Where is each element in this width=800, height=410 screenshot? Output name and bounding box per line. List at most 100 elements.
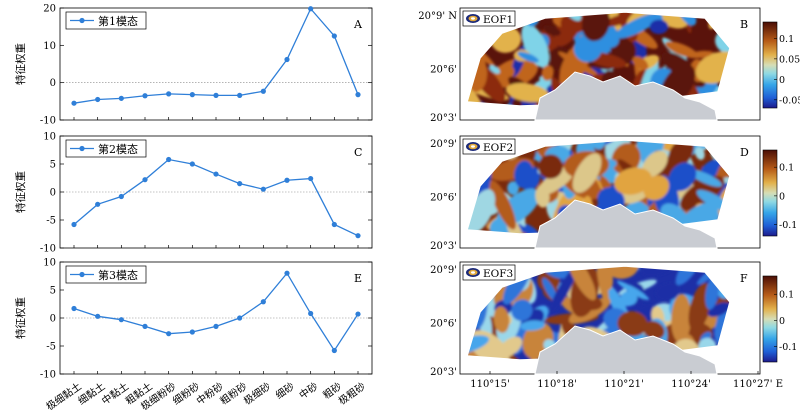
field-blob [467, 335, 490, 355]
series-line [73, 272, 359, 352]
field-blob [501, 65, 515, 79]
panel-letter: D [740, 146, 749, 159]
field-blob [543, 25, 561, 36]
field-blob [562, 54, 573, 73]
y-axis-label: 特征权重 [14, 171, 27, 213]
field-blob [542, 277, 558, 302]
y-tick-label: 20 [43, 4, 56, 15]
colorbar-tick-label: 0 [779, 191, 785, 202]
field-blob [520, 320, 545, 331]
land-mass [534, 71, 718, 121]
y-tick-label: 20°3' [430, 113, 457, 124]
legend-marker [79, 145, 85, 152]
data-point [237, 315, 243, 321]
field-blob [505, 82, 549, 103]
data-point [95, 201, 101, 207]
data-point [142, 93, 148, 99]
x-tick-label: 极细砂 [241, 380, 273, 408]
x-tick-label: 极粗砂 [336, 380, 368, 408]
data-point [355, 311, 361, 317]
field-blob [614, 12, 662, 39]
y-tick-label: -10 [40, 244, 56, 255]
data-point [284, 56, 290, 63]
colorbar-tick-label: 0.1 [779, 163, 794, 174]
legend-box [65, 265, 147, 284]
eof-legend-icon-inner [471, 17, 475, 20]
data-point [166, 91, 172, 97]
field-blob [665, 41, 699, 58]
y-tick-label: 0 [50, 188, 56, 199]
data-point [308, 175, 314, 182]
y-tick-label: -5 [46, 342, 56, 353]
colorbar-tick-label: -0.05 [779, 95, 800, 106]
field-blob [503, 350, 534, 360]
field-blob [604, 266, 639, 279]
x-tick-label: 中砂 [297, 380, 321, 402]
colorbar-tick-label: -0.1 [779, 342, 797, 353]
data-point [189, 329, 195, 335]
map-panel-d: EOF2 D 20°9' 20°6' 20°3' 0.1 0 -0.1 [430, 135, 797, 252]
field-blob [588, 140, 606, 150]
legend-box [65, 139, 147, 158]
field-blob [596, 266, 609, 306]
map-panel-f: EOF3 F 20°9' 20°6' 20°3' 110°15' 110°18' 110°21… [430, 261, 797, 390]
field-blob [572, 153, 602, 193]
field-blob [695, 146, 705, 160]
y-tick-label: 20°6' [430, 319, 457, 330]
y-tick-label: 20°9' [430, 265, 457, 276]
panel-letter: C [354, 146, 362, 159]
legend-marker [79, 17, 85, 24]
colorbar-tick-label: 0.1 [779, 290, 794, 301]
data-point [308, 6, 314, 12]
field-blob [649, 19, 669, 34]
data-point [308, 310, 314, 317]
y-tick-label: 20°9' N [418, 11, 457, 22]
y-tick-label: 20°3' [430, 367, 457, 378]
field-blob [688, 50, 712, 59]
data-point [355, 92, 361, 98]
field-blob [688, 169, 722, 187]
field-blob [521, 23, 550, 68]
x-tick-label: 110°21' [604, 379, 644, 390]
land-mass [534, 325, 718, 375]
field-blob [707, 302, 730, 317]
field-blob [611, 143, 641, 175]
land-mass [534, 199, 718, 249]
eof-legend-label: EOF2 [483, 142, 513, 154]
map-panel-b: EOF1 B 20°9' N 20°6' 20°3' 0.1 0.05 0 -0.05 [418, 7, 800, 124]
field-blob [632, 56, 649, 71]
y-tick-label: 0 [50, 78, 56, 89]
field-blob [549, 267, 577, 315]
field-blob [617, 280, 649, 300]
y-tick-label: 20°6' [430, 65, 457, 76]
data-point [213, 92, 219, 98]
data-point [213, 171, 219, 177]
data-point [260, 88, 266, 94]
field-blob [489, 180, 517, 230]
data-point [260, 299, 266, 305]
colorbar [762, 275, 778, 363]
data-point [331, 347, 337, 354]
y-tick-label: 0 [50, 314, 56, 325]
field-blob [514, 160, 534, 189]
field-blob [573, 34, 603, 63]
y-tick-label: 10 [43, 258, 56, 269]
data-point [331, 221, 337, 228]
field-blob [617, 311, 648, 337]
data-point [189, 161, 195, 167]
legend-label: 第2模态 [98, 142, 138, 156]
y-tick-label: 5 [50, 286, 56, 297]
x-tick-label: 细砂 [273, 380, 297, 402]
data-point [95, 313, 101, 319]
colorbar [762, 149, 778, 237]
field-blob [643, 12, 688, 29]
field-blob [619, 290, 638, 307]
field-blob [642, 320, 665, 340]
field-blob [535, 185, 550, 208]
map-panels: EOF1 B 20°9' N 20°6' 20°3' 0.1 0.05 0 -0.05 EOF2 D… [418, 7, 800, 390]
field-blob [489, 65, 500, 74]
data-point [284, 177, 290, 183]
y-tick-label: 20°6' [430, 193, 457, 204]
field-blob [668, 162, 697, 192]
